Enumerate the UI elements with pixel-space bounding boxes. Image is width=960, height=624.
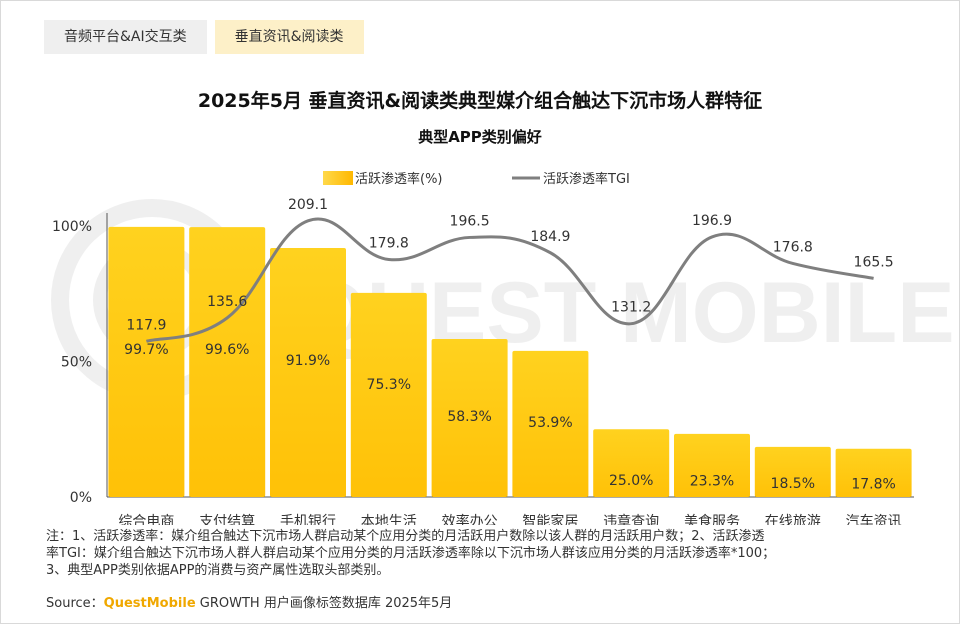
page-title: 2025年5月 垂直资讯&阅读类典型媒介组合触达下沉市场人群特征 [197, 90, 763, 112]
line-data-labels: 117.9 135.6 209.1 179.8 196.5 184.9 131.2 196.9… [126, 197, 893, 333]
line-value-label: 196.9 [692, 213, 732, 229]
bar-value-label: 23.3% [690, 474, 734, 490]
bar [431, 339, 508, 497]
bar [108, 226, 185, 498]
bar-value-label: 91.9% [286, 353, 330, 369]
source-brand: QuestMobile [103, 596, 196, 611]
legend-line-label: 活跃渗透率TGI [543, 171, 630, 187]
bar-value-label: 99.7% [124, 342, 168, 358]
bar-value-label: 25.0% [609, 473, 653, 489]
x-tick-label: 违章查询 [603, 513, 659, 525]
chart-subtitle: 典型APP类别偏好 [418, 128, 542, 146]
footnote-line-1: 注：1、活跃渗透率：媒介组合触达下沉市场人群启动某个应用分类的月活跃用户数除以该… [46, 529, 765, 544]
bar-data-labels: 99.7% 99.6% 91.9% 75.3% 58.3% 53.9% 25.0% 23.3%… [124, 342, 896, 493]
line-value-label: 131.2 [611, 300, 651, 316]
bar-value-label: 18.5% [771, 476, 815, 492]
category-tabs: 音频平台&AI交互类 垂直资讯&阅读类 [44, 20, 364, 54]
tab-vertical-news-reading[interactable]: 垂直资讯&阅读类 [214, 20, 364, 54]
line-value-label: 184.9 [530, 229, 570, 245]
x-tick-label: 手机银行 [280, 514, 336, 525]
tgi-line [145, 217, 874, 343]
y-tick-label: 0% [70, 490, 92, 506]
source-line: Source：QuestMobile GROWTH 用户画像标签数据库 2025… [46, 592, 452, 611]
x-tick-label: 支付结算 [199, 514, 255, 525]
y-tick-label: 100% [52, 219, 92, 235]
line-value-label: 176.8 [773, 239, 813, 255]
chart-legend: 活跃渗透率(%) 活跃渗透率TGI [323, 171, 630, 187]
line-value-label: 135.6 [207, 294, 247, 310]
bar [674, 433, 750, 497]
line-value-label: 209.1 [288, 197, 328, 213]
source-prefix: Source： [46, 596, 104, 611]
tab-audio-ai[interactable]: 音频平台&AI交互类 [44, 20, 207, 54]
y-tick-labels: 0% 50% 100% [52, 219, 92, 506]
x-tick-label: 效率办公 [442, 513, 498, 525]
source-rest: GROWTH 用户画像标签数据库 2025年5月 [195, 596, 453, 611]
bar [593, 429, 670, 497]
legend-bar-swatch [323, 171, 353, 185]
bar [512, 350, 589, 497]
bar [350, 292, 427, 497]
footnote-line-3: 3、典型APP类别依据APP的消费与资产属性选取头部类别。 [46, 563, 390, 578]
bar-series [108, 226, 912, 498]
x-tick-label: 汽车资讯 [846, 513, 902, 525]
x-tick-label: 本地生活 [361, 514, 417, 525]
bar [189, 227, 266, 498]
bar [270, 247, 346, 497]
bar-value-label: 75.3% [367, 377, 411, 393]
line-value-label: 179.8 [369, 235, 409, 251]
bar-value-label: 53.9% [528, 415, 572, 431]
bar [754, 446, 831, 497]
combo-chart: QUEST MOBILE 活跃渗透率(%) 活跃渗透率TGI 0%50%100%… [51, 171, 955, 525]
x-tick-label: 在线旅游 [765, 514, 821, 525]
line-value-label: 165.5 [854, 254, 894, 270]
footnote: 注：1、活跃渗透率：媒介组合触达下沉市场人群启动某个应用分类的月活跃用户数除以该… [46, 528, 926, 579]
bar-value-label: 99.6% [205, 342, 249, 358]
x-tick-labels: 综合电商 支付结算 手机银行 本地生活 效率办公 智能家居 违章查询 美食服务 在线旅游 汽车资讯 [118, 513, 901, 525]
bar [835, 448, 912, 497]
legend-bar-label: 活跃渗透率(%) [355, 171, 443, 187]
bar-value-label: 17.8% [851, 476, 895, 492]
line-value-label: 117.9 [126, 317, 166, 333]
footnote-line-2: 率TGI：媒介组合触达下沉市场人群人群启动某个应用分类的月活跃渗透率除以下沉市场… [46, 546, 776, 561]
x-tick-label: 综合电商 [118, 514, 174, 525]
bar-value-label: 58.3% [447, 409, 491, 425]
y-tick-label: 50% [61, 355, 92, 371]
x-tick-label: 智能家居 [522, 513, 578, 525]
x-tick-label: 美食服务 [684, 513, 740, 525]
line-value-label: 196.5 [450, 213, 490, 229]
